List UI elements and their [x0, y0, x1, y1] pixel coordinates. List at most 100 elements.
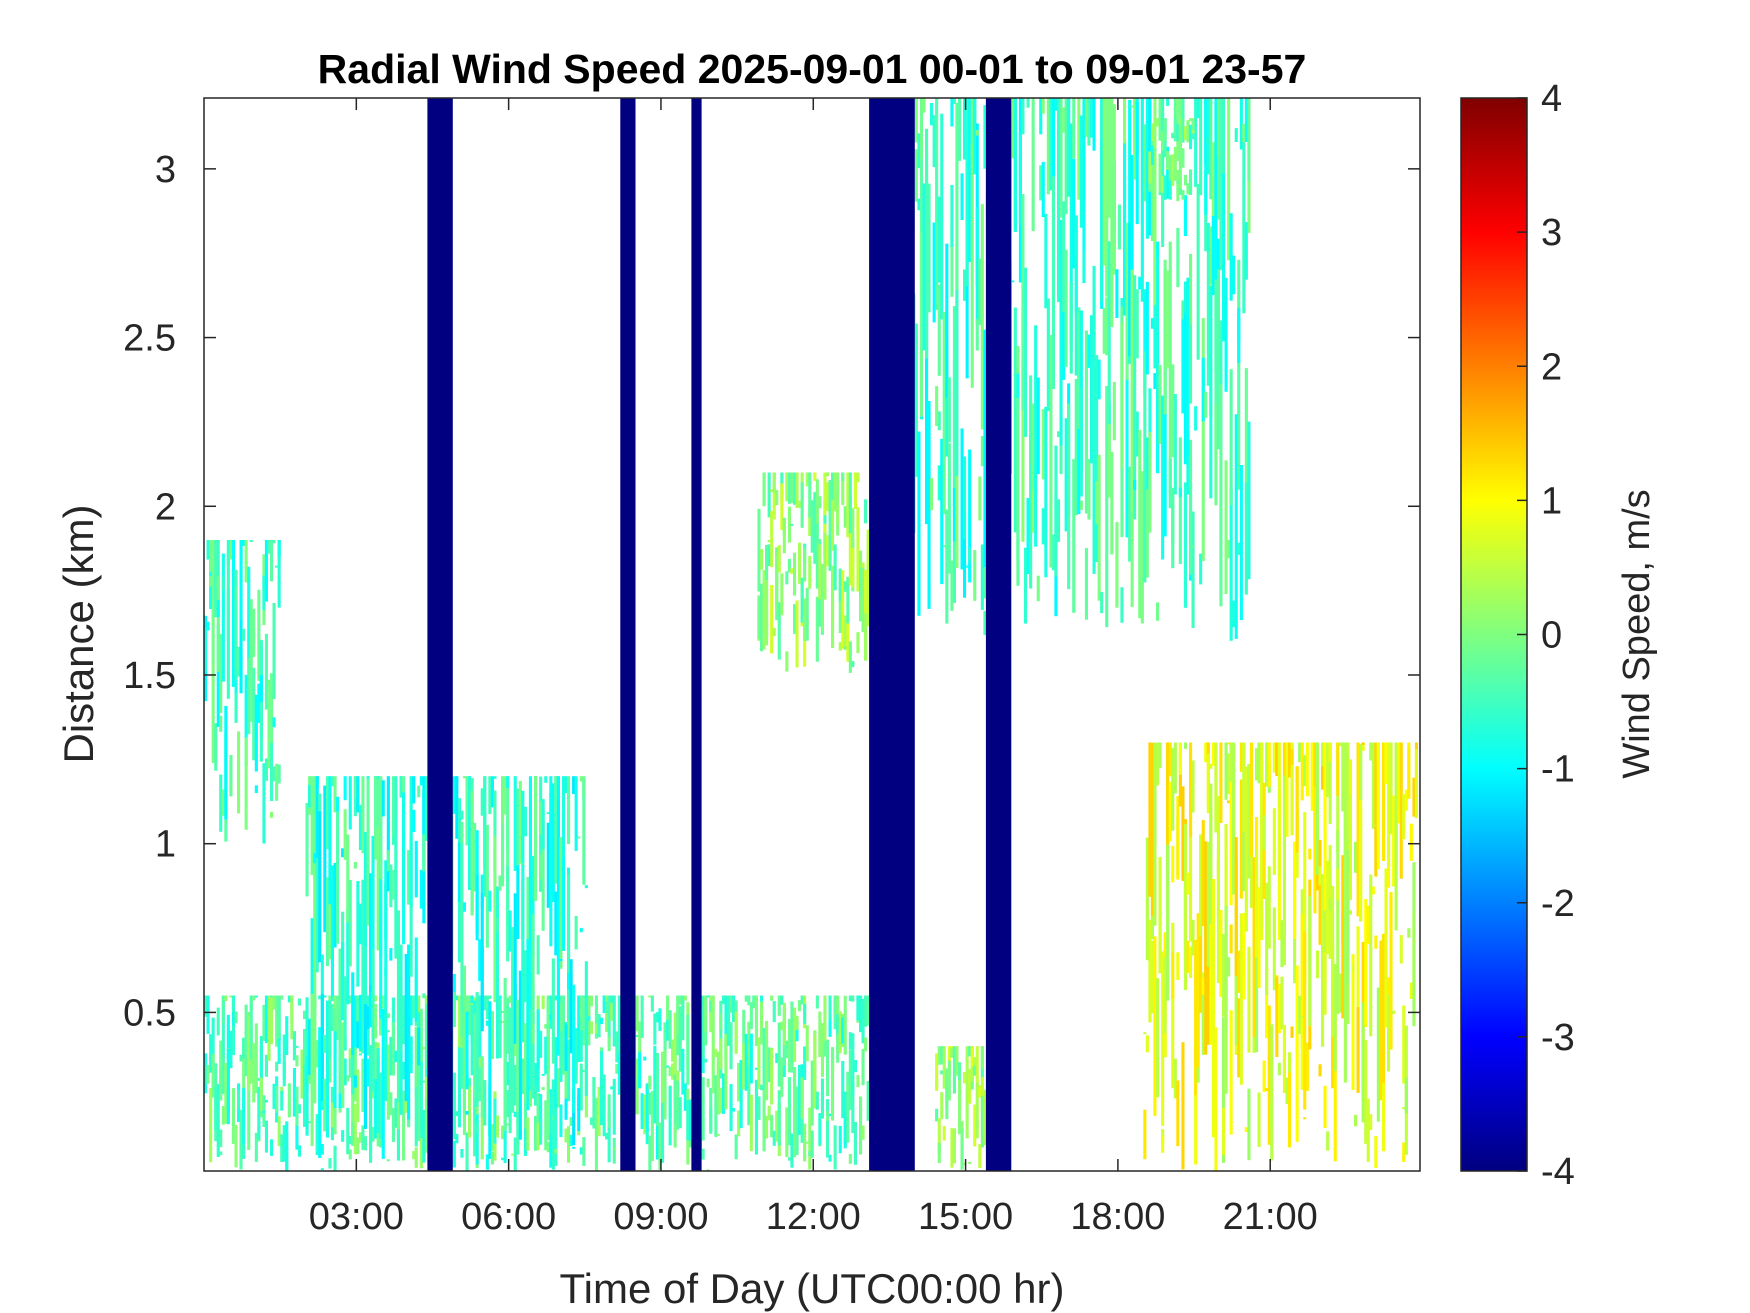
heatmap-cell — [864, 613, 868, 661]
heatmap-cell — [963, 456, 967, 540]
heatmap-cell — [541, 810, 545, 931]
heatmap-cell — [1209, 98, 1213, 200]
heatmap-cell — [455, 995, 459, 1001]
heatmap-cell — [1051, 176, 1055, 375]
heatmap-cell — [1026, 98, 1030, 108]
heatmap-cell — [671, 1039, 675, 1062]
heatmap-cell — [549, 1095, 553, 1135]
heatmap-cell — [214, 723, 218, 771]
heatmap-cell — [1168, 170, 1172, 200]
heatmap-cell — [353, 1032, 357, 1102]
heatmap-cell — [275, 763, 279, 801]
heatmap-cell — [1323, 952, 1327, 1015]
heatmap-cell — [391, 869, 395, 900]
heatmap-cell — [305, 1078, 309, 1136]
heatmap-cell — [277, 540, 281, 608]
heatmap-cell — [838, 1011, 842, 1053]
heatmap-cell — [645, 1083, 649, 1132]
heatmap-cell — [770, 995, 774, 1001]
heatmap-cell — [1389, 892, 1393, 1050]
heatmap-cell — [1168, 742, 1172, 777]
heatmap-cell — [206, 995, 210, 1034]
heatmap-cell — [206, 1065, 210, 1084]
heatmap-cell — [1414, 749, 1418, 819]
heatmap-cell — [815, 1091, 819, 1110]
heatmap-cell — [1046, 298, 1050, 412]
heatmap-cell — [1049, 98, 1053, 191]
heatmap-cell — [1183, 281, 1187, 332]
heatmap-cell — [800, 482, 804, 528]
heatmap-cell — [1249, 856, 1253, 908]
heatmap-cell — [221, 576, 225, 591]
heatmap-cell — [1280, 920, 1284, 968]
heatmap-cell — [594, 1023, 598, 1034]
heatmap-cell — [462, 902, 466, 912]
heatmap-cell — [209, 540, 213, 573]
heatmap-cell — [470, 790, 474, 916]
heatmap-cell — [760, 995, 764, 1004]
heatmap-cell — [343, 1058, 347, 1086]
heatmap-cell — [313, 853, 317, 870]
heatmap-cell — [1057, 207, 1061, 301]
heatmap-cell — [501, 1157, 505, 1161]
heatmap-cell — [790, 472, 794, 504]
heatmap-cell — [546, 822, 550, 908]
heatmap-cell — [757, 595, 761, 639]
heatmap-cell — [1079, 387, 1083, 497]
heatmap-cell — [1229, 486, 1233, 641]
heatmap-cell — [204, 1053, 208, 1094]
heatmap-cell — [846, 1085, 850, 1090]
heatmap-cell — [539, 801, 543, 835]
heatmap-cell — [1097, 359, 1101, 400]
heatmap-cell — [1145, 437, 1149, 490]
heatmap-cell — [1181, 118, 1185, 128]
heatmap-cell — [780, 1057, 784, 1097]
heatmap-cell — [709, 1107, 713, 1134]
heatmap-cell — [455, 1133, 459, 1144]
heatmap-cell — [1364, 899, 1368, 1027]
heatmap-cell — [1191, 130, 1195, 133]
heatmap-cell — [468, 995, 472, 1035]
heatmap-cell — [320, 1168, 324, 1171]
heatmap-cell — [351, 972, 355, 1056]
heatmap-cell — [452, 974, 456, 1005]
heatmap-cell — [252, 608, 256, 657]
heatmap-cell — [925, 128, 929, 359]
heatmap-cell — [333, 1107, 337, 1135]
heatmap-cell — [1303, 812, 1307, 982]
heatmap-cell — [328, 863, 332, 960]
heatmap-cell — [511, 927, 515, 1101]
heatmap-cell — [841, 570, 845, 649]
heatmap-cell — [376, 1122, 380, 1147]
heatmap-cell — [1176, 181, 1180, 184]
heatmap-cell — [544, 1024, 548, 1029]
heatmap-cell — [219, 1129, 223, 1148]
heatmap-cell — [808, 472, 812, 518]
heatmap-cell — [402, 1000, 406, 1018]
heatmap-region — [204, 540, 281, 844]
heatmap-cell — [1041, 98, 1045, 114]
heatmap-cell — [1343, 909, 1347, 1083]
heatmap-cell — [960, 428, 964, 570]
heatmap-cell — [864, 499, 868, 524]
heatmap-cell — [947, 1046, 951, 1074]
heatmap-cell — [1087, 459, 1091, 520]
heatmap-cell — [374, 995, 378, 1002]
heatmap-cell — [318, 1027, 322, 1158]
heatmap-cell — [1201, 318, 1205, 562]
heatmap-cell — [1359, 746, 1363, 920]
heatmap-cell — [1156, 118, 1160, 127]
heatmap-cell — [478, 1067, 482, 1102]
heatmap-cell — [782, 1002, 786, 1046]
heatmap-cell — [848, 472, 852, 534]
heatmap-cell — [668, 1066, 672, 1077]
heatmap-cell — [851, 1033, 855, 1096]
heatmap-cell — [526, 1117, 530, 1151]
heatmap-cell — [843, 506, 847, 528]
heatmap-cell — [493, 1098, 497, 1144]
heatmap-cell — [1145, 98, 1149, 239]
heatmap-cell — [386, 1013, 390, 1018]
heatmap-cell — [983, 105, 987, 169]
heatmap-cell — [231, 1012, 235, 1026]
heatmap-cell — [1369, 874, 1373, 1037]
